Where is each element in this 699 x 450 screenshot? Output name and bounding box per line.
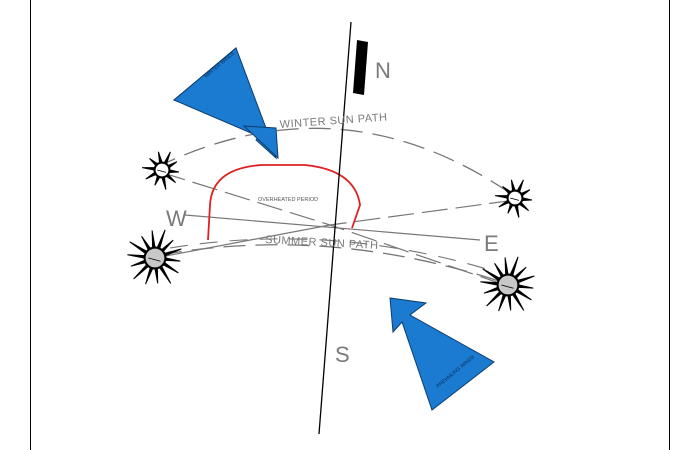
prevailing-winds-arrow: PREVAILING WINDS [389, 297, 495, 411]
compass-south: S [335, 342, 350, 367]
sun-disc [497, 274, 519, 296]
sun-icon-summer-east [480, 256, 535, 312]
sun-disc [154, 162, 170, 178]
sun-ray-marker [501, 284, 514, 289]
summer-sun-path-arc-inner [169, 238, 491, 271]
compass-west: W [166, 206, 187, 231]
compass-east: E [484, 231, 499, 256]
sun-disc [507, 190, 523, 206]
overheated-period-curve [207, 164, 361, 241]
sun-icon-summer-west [127, 229, 182, 285]
winter-sun-path-arc [154, 127, 521, 201]
sun-disc [144, 247, 166, 269]
sun-icon-winter-east [495, 179, 533, 218]
sun-ray-marker [157, 169, 167, 173]
sun-ray-marker [148, 257, 161, 262]
winter-sun-path-label: WINTER SUN PATH [279, 111, 388, 131]
summer-west-ray [154, 224, 331, 259]
summer-sun-path-label: SUMMER SUN PATH [265, 234, 379, 252]
winter-west-ray [159, 171, 331, 226]
sun-ray-marker [510, 197, 520, 201]
summer-east-ray [329, 224, 506, 286]
overheated-period-label: OVERHEATED PERIOD [258, 197, 318, 203]
winter-east-ray [329, 199, 516, 226]
north-indicator-bar [353, 40, 368, 95]
north-south-axis [318, 21, 352, 435]
winter-winds-arrow: WINTER WINDS [173, 47, 279, 160]
sun-icon-winter-west [142, 151, 180, 190]
equinox-ray [184, 214, 481, 241]
compass-north: N [375, 58, 391, 83]
